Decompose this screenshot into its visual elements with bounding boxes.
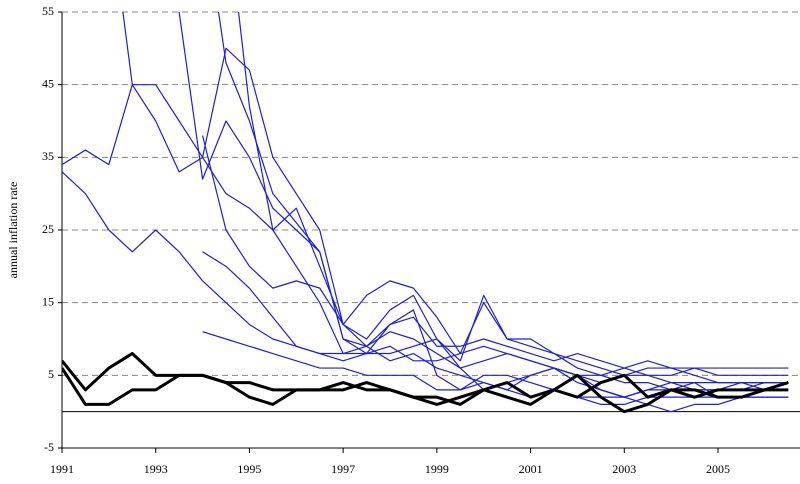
x-tick-label: 1993 xyxy=(144,462,168,476)
x-tick-label: 2001 xyxy=(519,462,543,476)
series-line xyxy=(201,135,789,384)
plot-area xyxy=(62,12,789,414)
series-line xyxy=(62,367,789,406)
y-axis-label: annual inflation rate xyxy=(6,182,20,279)
series-line xyxy=(62,171,789,405)
x-tick-label: 1995 xyxy=(237,462,261,476)
y-tick-label: 45 xyxy=(42,76,54,90)
y-tick-label: 55 xyxy=(42,4,54,18)
y-tick-label: 15 xyxy=(42,294,54,308)
series-line xyxy=(217,12,789,376)
x-tick-label: 1997 xyxy=(331,462,355,476)
y-tick-label: 25 xyxy=(42,222,54,236)
y-tick-label: 35 xyxy=(42,149,54,163)
x-tick-label: 2005 xyxy=(706,462,730,476)
y-tick-label: 5 xyxy=(48,367,54,381)
x-tick-label: 2003 xyxy=(612,462,636,476)
series-line xyxy=(62,47,789,398)
x-tick-label: 1991 xyxy=(50,462,74,476)
series-line xyxy=(202,331,789,398)
y-tick-label: -5 xyxy=(44,440,54,454)
series-line xyxy=(122,12,789,384)
series-line xyxy=(178,12,789,369)
series-line xyxy=(237,12,789,391)
x-tick-label: 1999 xyxy=(425,462,449,476)
